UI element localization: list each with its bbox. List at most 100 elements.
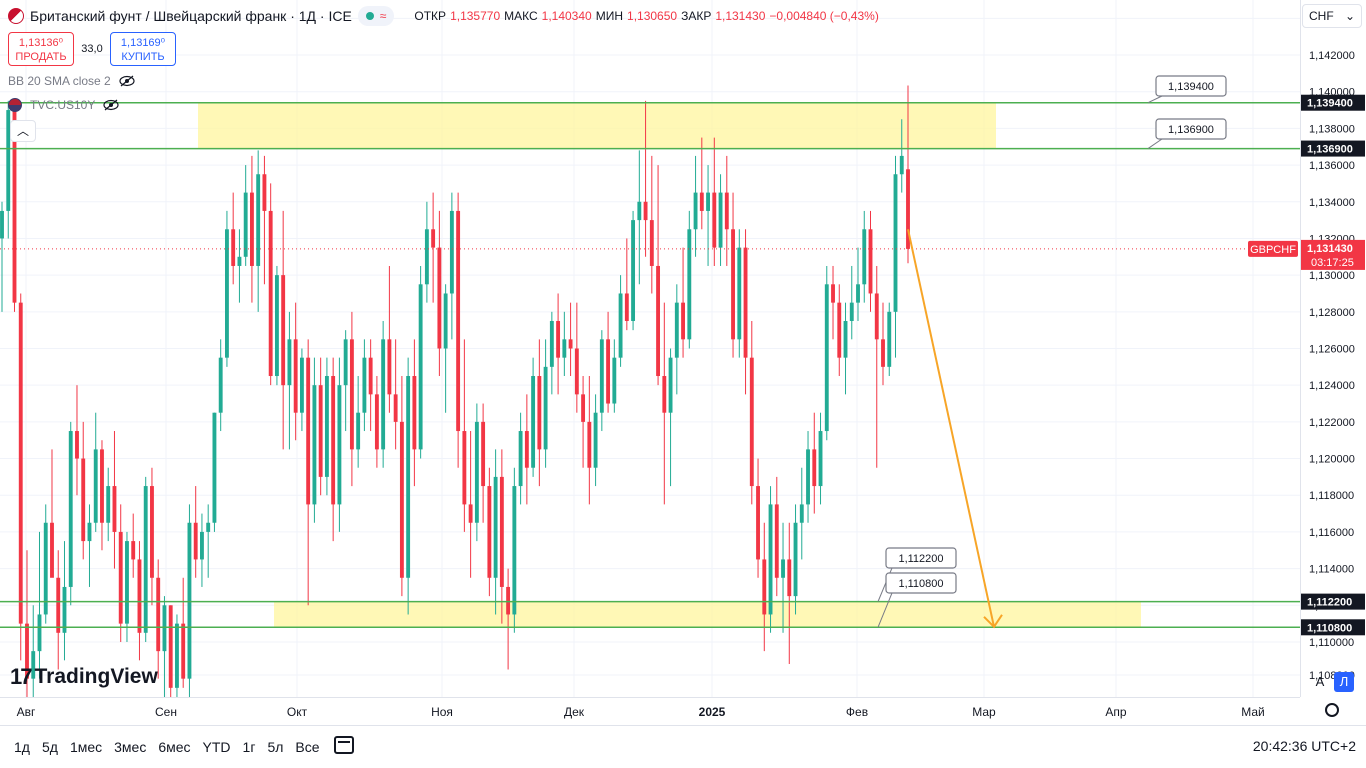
candle-body xyxy=(200,531,204,560)
clock[interactable]: 20:42:36 UTC+2 xyxy=(1252,738,1356,754)
candle-body xyxy=(674,302,679,358)
tradingview-mark-icon: 17 xyxy=(10,664,33,689)
tf-1m[interactable]: 1мес xyxy=(69,739,103,755)
ohlc-values: ОТКР 1,135770 МАКС 1,140340 МИН 1,130650 ЗА… xyxy=(414,9,878,23)
candle-body xyxy=(637,201,642,221)
tf-1y[interactable]: 1г xyxy=(242,739,256,755)
eye-off-icon[interactable] xyxy=(103,99,119,111)
level-price-tag: 1,112200 xyxy=(1307,597,1352,609)
candle-body xyxy=(87,522,92,542)
tradingview-logo[interactable]: 17 TradingView xyxy=(10,664,158,690)
level-price-tag: 1,136900 xyxy=(1307,144,1353,156)
log-scale-button[interactable]: Л xyxy=(1334,672,1354,692)
candle-body xyxy=(781,559,785,578)
candle-body xyxy=(318,385,323,477)
price-tick-label: 1,134000 xyxy=(1309,197,1355,209)
symbol-tag-bg xyxy=(1248,240,1298,257)
high-value: 1,140340 xyxy=(541,9,592,23)
collapse-legend-button[interactable]: ︿ xyxy=(10,120,36,142)
callout-pointer xyxy=(1147,138,1163,149)
sell-button[interactable]: 1,13136⁰ ПРОДАТЬ xyxy=(8,32,74,66)
callout-pointer xyxy=(1147,95,1163,104)
candle-body xyxy=(606,339,611,404)
auto-scale-button[interactable]: A xyxy=(1315,674,1325,689)
candle-body xyxy=(12,110,17,303)
candle-body xyxy=(56,577,61,633)
tf-6m[interactable]: 6мес xyxy=(158,739,191,755)
candle-body xyxy=(662,376,667,413)
tf-5y[interactable]: 5л xyxy=(267,739,284,755)
candle-body xyxy=(762,559,767,615)
time-tick-label: Май xyxy=(1241,705,1265,719)
candle-body xyxy=(75,431,79,459)
candle-body xyxy=(437,247,442,349)
candle-body xyxy=(249,192,254,266)
candle-body xyxy=(262,174,267,211)
market-status-pill[interactable]: ≈ xyxy=(357,6,395,26)
candle-body xyxy=(849,302,854,321)
candle-body xyxy=(162,605,167,652)
candle-body xyxy=(656,265,661,377)
forecast-arrow xyxy=(907,229,995,628)
candle-body xyxy=(731,229,735,340)
price-tick-label: 1,114000 xyxy=(1309,564,1354,576)
candle-body xyxy=(368,357,373,395)
tf-all[interactable]: Все xyxy=(295,739,320,755)
candle-body xyxy=(324,376,329,477)
candle-body xyxy=(687,229,692,340)
candle-body xyxy=(562,339,567,358)
level-callout-box xyxy=(885,572,957,594)
gbp-flag-icon xyxy=(8,8,24,24)
gear-icon[interactable] xyxy=(1325,703,1339,717)
candle-body xyxy=(824,284,829,432)
candle-body xyxy=(68,431,73,587)
candle-body xyxy=(143,486,148,633)
candle-body xyxy=(168,605,173,688)
time-axis[interactable]: Авг Сен Окт Ноя Дек 2025 Фев Мар Апр Май xyxy=(0,697,1300,725)
open-label: ОТКР xyxy=(414,9,447,23)
candle-body xyxy=(193,522,198,560)
price-tick-label: 1,110000 xyxy=(1309,637,1354,649)
countdown-tag: 03:17:25 xyxy=(1311,257,1354,269)
candle-body xyxy=(587,421,592,468)
candle-body xyxy=(156,577,161,652)
chart-plot-area[interactable]: 1,139400 1,136900 1,112200 1,110800 GBPCHF xyxy=(0,0,1300,697)
candle-body xyxy=(100,449,104,523)
candle-body xyxy=(787,559,792,597)
tf-5d[interactable]: 5д xyxy=(41,739,58,755)
buy-label: КУПИТЬ xyxy=(121,51,165,63)
candle-body xyxy=(474,421,479,523)
price-axis[interactable]: 1,1440001,1420001,1400001,1380001,136000… xyxy=(1300,0,1366,697)
candle-body xyxy=(831,284,835,303)
low-label: МИН xyxy=(595,9,624,23)
candle-body xyxy=(287,339,292,386)
candle-body xyxy=(93,449,98,523)
buy-price: 1,13169⁰ xyxy=(120,37,166,49)
callout-pointer xyxy=(877,592,893,628)
level-callout-text: 1,112200 xyxy=(898,553,943,565)
tf-ytd[interactable]: YTD xyxy=(202,739,231,755)
level-price-tag: 1,110800 xyxy=(1307,622,1352,634)
bottom-toolbar: 1д 5д 1мес 3мес 6мес YTD 1г 5л Все 20:42… xyxy=(0,725,1366,768)
time-tick-label: Фев xyxy=(846,705,868,719)
eye-off-icon[interactable] xyxy=(119,75,135,87)
candle-body xyxy=(106,486,111,523)
tf-3m[interactable]: 3мес xyxy=(114,739,147,755)
candle-body xyxy=(774,504,779,578)
candle-body xyxy=(424,229,429,285)
tf-1d[interactable]: 1д xyxy=(14,739,30,755)
candle-body xyxy=(374,394,379,450)
candle-body xyxy=(837,302,842,358)
level-price-tag-bg xyxy=(1301,619,1365,636)
currency-select[interactable]: CHF ⌄ xyxy=(1302,4,1362,28)
candle-body xyxy=(137,559,142,633)
candle-body xyxy=(806,449,810,505)
buy-button[interactable]: 1,13169⁰ КУПИТЬ xyxy=(110,32,176,66)
indicator-us10y[interactable]: TVC:US10Y xyxy=(8,98,119,112)
level-price-tag-bg xyxy=(1301,593,1365,610)
indicator-bb[interactable]: BB 20 SMA close 2 xyxy=(8,74,135,88)
candle-body xyxy=(531,376,536,468)
candle-body xyxy=(724,192,729,230)
symbol-title[interactable]: Британский фунт / Швейцарский франк · 1Д… xyxy=(30,8,352,24)
calendar-icon[interactable] xyxy=(334,736,354,754)
